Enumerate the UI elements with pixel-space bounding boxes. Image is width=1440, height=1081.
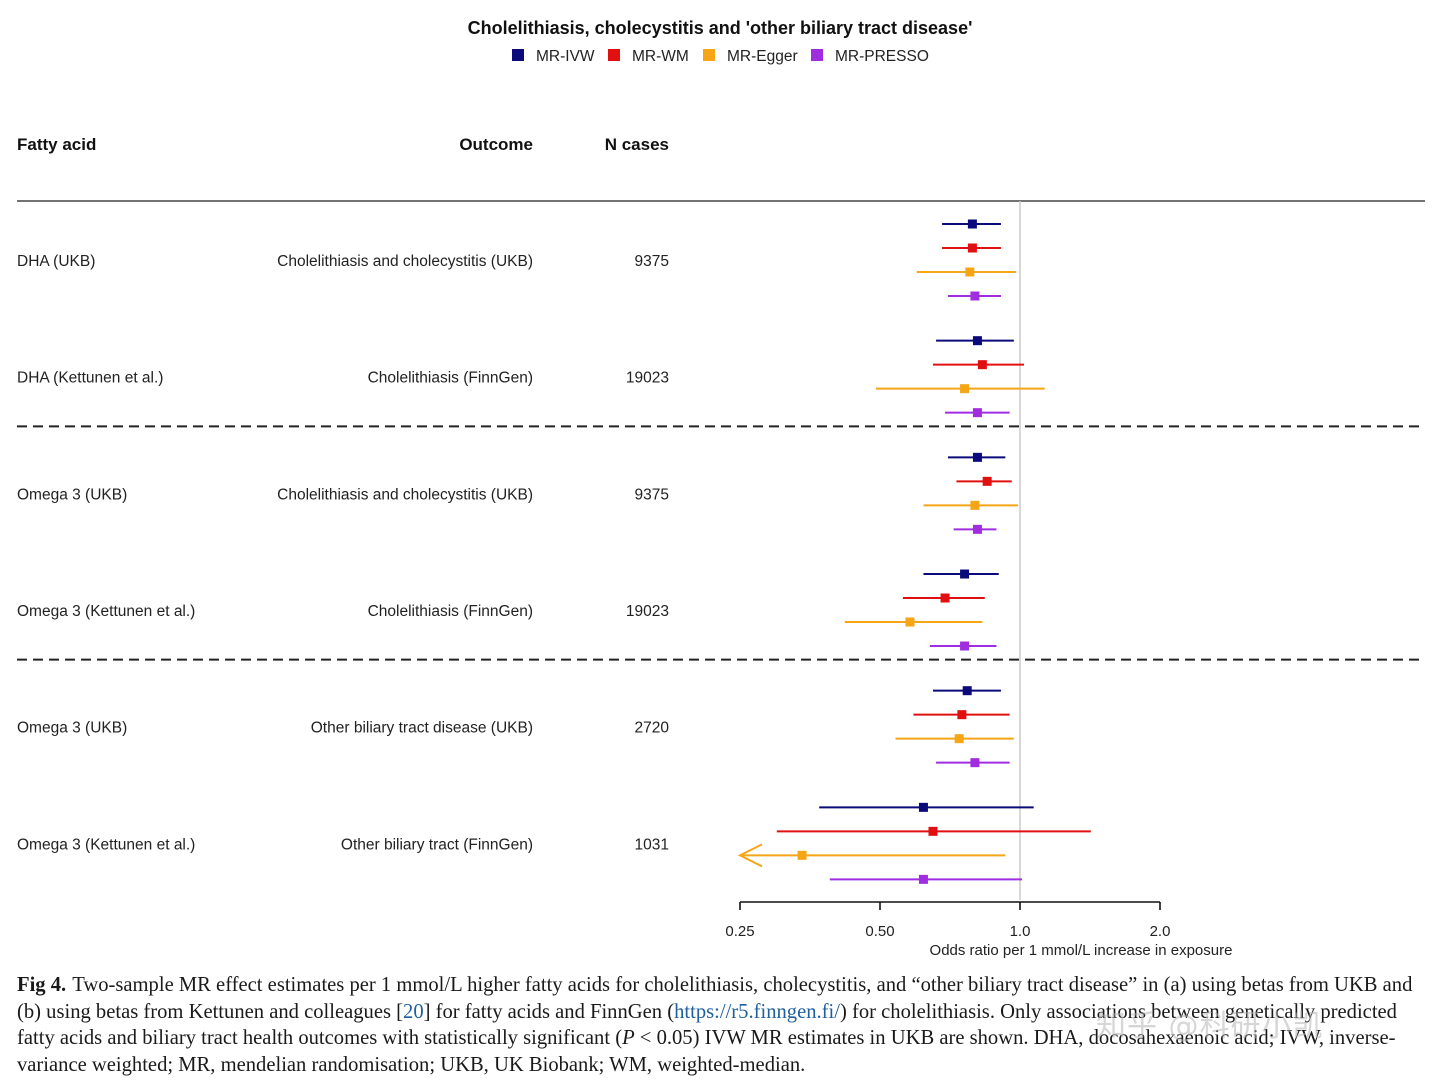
row-n-cases: 9375 xyxy=(635,486,669,503)
point-estimate-mr-wm xyxy=(957,710,967,720)
x-axis-label: Odds ratio per 1 mmol/L increase in expo… xyxy=(930,942,1233,959)
truncation-arrow-mr-egger xyxy=(737,843,763,868)
point-estimate-mr-wm xyxy=(928,826,938,836)
column-header-fatty-acid: Fatty acid xyxy=(17,135,96,154)
row-n-cases: 19023 xyxy=(626,370,669,387)
x-axis-tick-label: 1.0 xyxy=(1010,923,1031,940)
row-outcome: Other biliary tract (FinnGen) xyxy=(341,836,533,853)
row-fatty-acid: Omega 3 (Kettunen et al.) xyxy=(17,603,195,620)
point-estimate-mr-wm xyxy=(940,593,950,603)
legend-label-mr-egger: MR-Egger xyxy=(727,48,798,65)
row-fatty-acid: DHA (UKB) xyxy=(17,253,95,270)
column-header-outcome: Outcome xyxy=(459,135,533,154)
caption-text-2: ] for fatty acids and FinnGen ( xyxy=(423,1000,675,1023)
point-estimate-mr-presso xyxy=(918,874,928,884)
row-outcome: Other biliary tract disease (UKB) xyxy=(311,720,533,737)
chart-title: Cholelithiasis, cholecystitis and 'other… xyxy=(468,18,973,38)
point-estimate-mr-egger xyxy=(797,850,807,860)
point-estimate-mr-ivw xyxy=(918,802,928,812)
row-n-cases: 2720 xyxy=(635,720,670,737)
row-fatty-acid: Omega 3 (UKB) xyxy=(17,486,127,503)
point-estimate-mr-ivw xyxy=(962,686,972,696)
row-n-cases: 19023 xyxy=(626,603,669,620)
caption-text-1: Two-sample MR effect estimates per 1 mmo… xyxy=(17,974,1413,1023)
point-estimate-mr-ivw xyxy=(972,336,982,346)
point-estimate-mr-wm xyxy=(982,476,992,486)
row-fatty-acid: Omega 3 (Kettunen et al.) xyxy=(17,836,195,853)
point-estimate-mr-ivw xyxy=(967,219,977,229)
legend-label-mr-wm: MR-WM xyxy=(632,48,689,65)
caption-label: Fig 4. xyxy=(17,974,67,996)
point-estimate-mr-egger xyxy=(970,500,980,510)
row-outcome: Cholelithiasis and cholecystitis (UKB) xyxy=(277,486,533,503)
x-axis-tick-label: 2.0 xyxy=(1150,923,1171,940)
legend-label-mr-ivw: MR-IVW xyxy=(536,48,595,65)
caption-text-4: < 0.05) IVW MR estimates in UKB are show… xyxy=(17,1027,1396,1076)
column-header-n-cases: N cases xyxy=(605,135,669,154)
row-outcome: Cholelithiasis (FinnGen) xyxy=(368,603,533,620)
point-estimate-mr-ivw xyxy=(972,452,982,462)
row-outcome: Cholelithiasis and cholecystitis (UKB) xyxy=(277,253,533,270)
x-axis-tick-label: 0.50 xyxy=(865,923,894,940)
caption-finngen-link[interactable]: https://r5.finngen.fi/ xyxy=(674,1000,840,1023)
row-n-cases: 9375 xyxy=(635,253,669,270)
point-estimate-mr-presso xyxy=(970,758,980,768)
caption-p-symbol: P xyxy=(622,1027,635,1049)
point-estimate-mr-egger xyxy=(960,384,970,394)
caption-reference-link[interactable]: 20 xyxy=(403,1000,424,1023)
point-estimate-mr-presso xyxy=(972,524,982,534)
legend-swatch-mr-presso xyxy=(811,49,823,61)
row-fatty-acid: Omega 3 (UKB) xyxy=(17,720,127,737)
point-estimate-mr-presso xyxy=(970,291,980,301)
row-outcome: Cholelithiasis (FinnGen) xyxy=(368,370,533,387)
legend-swatch-mr-wm xyxy=(608,49,620,61)
caption-text-3: ) for cholelithiasis. Only associations … xyxy=(17,1000,1397,1050)
legend-label-mr-presso: MR-PRESSO xyxy=(835,48,929,65)
point-estimate-mr-egger xyxy=(954,734,964,744)
x-axis-tick-label: 0.25 xyxy=(725,923,754,940)
row-n-cases: 1031 xyxy=(635,836,669,853)
point-estimate-mr-presso xyxy=(960,641,970,651)
legend-swatch-mr-egger xyxy=(703,49,715,61)
point-estimate-mr-wm xyxy=(967,243,977,253)
figure-caption: Fig 4. Two-sample MR effect estimates per… xyxy=(17,972,1422,1078)
point-estimate-mr-egger xyxy=(905,617,915,627)
point-estimate-mr-presso xyxy=(972,408,982,418)
point-estimate-mr-ivw xyxy=(960,569,970,579)
legend-swatch-mr-ivw xyxy=(512,49,524,61)
forest-plot: Cholelithiasis, cholecystitis and 'other… xyxy=(17,18,1425,959)
point-estimate-mr-egger xyxy=(965,267,975,277)
point-estimate-mr-wm xyxy=(977,360,987,370)
row-fatty-acid: DHA (Kettunen et al.) xyxy=(17,370,163,387)
